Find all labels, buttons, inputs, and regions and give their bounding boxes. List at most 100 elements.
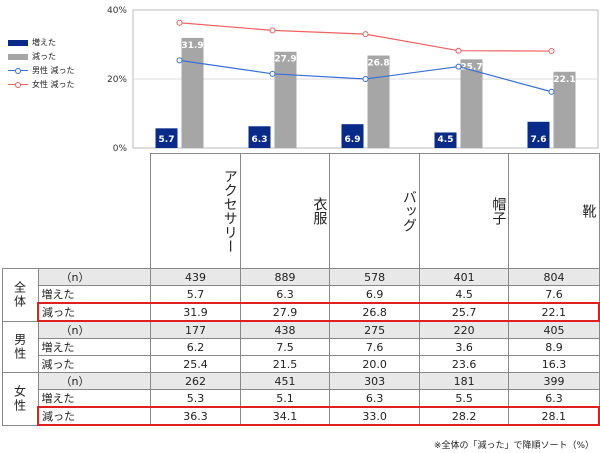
- legend-label: 男性 減った: [32, 66, 75, 75]
- table-cell: 451: [239, 372, 331, 390]
- table-cell: 31.9: [150, 302, 241, 322]
- table-row: 減った 31.9 27.9 26.8 25.7 22.1: [3, 302, 600, 322]
- table-cell: 220: [418, 320, 510, 339]
- table-cell: 25.4: [150, 355, 241, 373]
- table-cell: 804: [508, 268, 600, 286]
- table-cell: 4.5: [418, 285, 510, 304]
- category-label: 帽子: [490, 197, 507, 225]
- table-cell: 6.2: [150, 338, 241, 356]
- category-label: 衣服: [311, 197, 328, 225]
- category-header: バッグ: [329, 153, 420, 269]
- table-cell: 439: [150, 268, 241, 286]
- legend-line-marker: [8, 81, 28, 89]
- legend-label: 女性 減った: [32, 80, 75, 89]
- bar-increased: [248, 126, 271, 148]
- table-row: 増えた 5.7 6.3 6.9 4.5 7.6: [3, 285, 600, 304]
- table-cell: 28.1: [508, 406, 600, 426]
- table-cell: 21.5: [239, 355, 331, 373]
- legend-swatch: [8, 54, 28, 60]
- y-tick-label: 20%: [107, 75, 127, 85]
- legend-swatch: [8, 40, 28, 46]
- table-cell: 399: [508, 372, 600, 390]
- category-label: バッグ: [400, 190, 417, 232]
- category-header: 靴: [508, 153, 600, 269]
- row-label: （n）: [38, 372, 152, 390]
- category-header: 帽子: [418, 153, 510, 269]
- table-cell: 6.3: [239, 285, 331, 304]
- table-cell: 20.0: [329, 355, 420, 373]
- table-cell: 23.6: [418, 355, 510, 373]
- legend-item-increased: 増えた: [8, 36, 75, 50]
- bar-decreased: [553, 71, 576, 148]
- legend-item-male-decreased: 男性 減った: [8, 64, 75, 78]
- bar-label-increased: 6.9: [345, 135, 361, 145]
- table-cell: 6.3: [508, 389, 600, 408]
- bar-label-increased: 7.6: [531, 135, 547, 145]
- point-male-decreased: [548, 88, 555, 95]
- row-label: 減った: [37, 302, 152, 322]
- bar-decreased: [181, 37, 204, 148]
- row-label: （n）: [38, 268, 152, 286]
- table-cell: 7.6: [508, 285, 600, 304]
- table-cell: 262: [150, 372, 241, 390]
- bar-increased: [155, 128, 178, 148]
- bar-label-increased: 4.5: [438, 135, 454, 145]
- table-cell: 181: [418, 372, 510, 390]
- table-cell: 303: [329, 372, 420, 390]
- table-cell: 34.1: [239, 406, 331, 426]
- row-label: 増えた: [38, 338, 152, 356]
- table-cell: 28.2: [418, 406, 510, 426]
- table-cell: 5.3: [150, 389, 241, 408]
- table-cell: 6.9: [329, 285, 420, 304]
- bar-label-decreased: 27.9: [274, 55, 296, 65]
- table-row: 減った 25.4 21.5 20.0 23.6 16.3: [3, 355, 600, 373]
- table-row: 増えた 6.2 7.5 7.6 3.6 8.9: [3, 338, 600, 356]
- table-cell: 22.1: [508, 302, 600, 322]
- table-cell: 27.9: [239, 302, 331, 322]
- category-label: アクセサリー: [221, 169, 238, 253]
- bar-label-decreased: 26.8: [367, 59, 389, 69]
- table-row: 増えた 5.3 5.1 6.3 5.5 6.3: [3, 389, 600, 408]
- category-label: 靴: [580, 204, 597, 218]
- table-cell: 5.7: [150, 285, 241, 304]
- row-label: （n）: [38, 320, 152, 339]
- bar-label-decreased: 31.9: [181, 41, 203, 51]
- chart-legend: 増えた 減った 男性 減った 女性 減った: [8, 36, 75, 92]
- point-female-decreased: [269, 27, 276, 34]
- point-female-decreased: [548, 48, 555, 55]
- point-female-decreased: [362, 31, 369, 38]
- table-cell: 5.5: [418, 389, 510, 408]
- data-table: アクセサリー 衣服 バッグ 帽子靴全体 （n） 439 889 578 401 804 増えた 5.7…: [2, 153, 600, 426]
- bar-increased: [527, 121, 550, 148]
- group-label: 女性: [2, 372, 39, 426]
- table-cell: 8.9: [508, 338, 600, 356]
- y-tick-label: 40%: [107, 6, 127, 16]
- point-male-decreased: [176, 57, 183, 64]
- bar-increased: [341, 124, 364, 148]
- table-cell: 36.3: [150, 406, 241, 426]
- table-cell: 3.6: [418, 338, 510, 356]
- table-cell: 405: [508, 320, 600, 339]
- bar-label-decreased: 25.7: [460, 62, 482, 72]
- group-label: 全体: [2, 268, 39, 322]
- row-label: 減った: [37, 406, 152, 426]
- category-header: アクセサリー: [150, 153, 241, 269]
- bar-label-increased: 6.3: [252, 135, 268, 145]
- row-label: 増えた: [38, 285, 152, 304]
- bar-line-chart: 40% 20% 0% 5.7 31.9 6.3 27.9 6.9 26.8 4.5 25.7 7.6 2…: [107, 6, 599, 153]
- table-cell: 25.7: [418, 302, 510, 322]
- row-label: 増えた: [38, 389, 152, 408]
- legend-label: 増えた: [32, 38, 56, 47]
- table-cell: 16.3: [508, 355, 600, 373]
- table-cell: 5.1: [239, 389, 331, 408]
- legend-item-female-decreased: 女性 減った: [8, 78, 75, 92]
- bar-decreased: [274, 51, 297, 149]
- legend-line-marker: [8, 67, 28, 75]
- bar-label-decreased: 22.1: [553, 75, 575, 85]
- point-female-decreased: [176, 19, 183, 26]
- bar-decreased: [460, 59, 483, 148]
- footnote: ※全体の「減った」で降順ソート（%）: [433, 441, 594, 451]
- group-label: 男性: [2, 320, 39, 373]
- point-male-decreased: [455, 63, 462, 70]
- bar-label-increased: 5.7: [159, 135, 175, 145]
